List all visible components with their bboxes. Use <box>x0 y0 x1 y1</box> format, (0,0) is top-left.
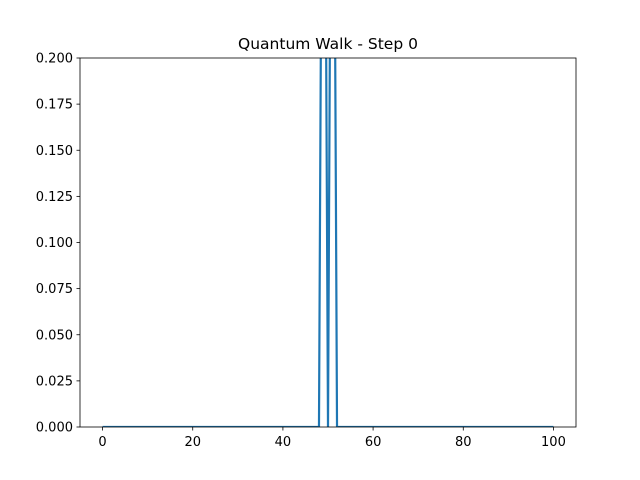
y-tick-label: 0.125 <box>36 190 73 205</box>
y-tick-label: 0.000 <box>36 421 73 436</box>
y-tick-label: 0.075 <box>36 282 73 297</box>
x-tick-label: 40 <box>275 435 292 450</box>
y-tick-label: 0.175 <box>36 98 73 113</box>
y-tick-label: 0.200 <box>36 52 73 67</box>
y-tick-label: 0.150 <box>36 144 73 159</box>
x-tick-label: 0 <box>98 435 106 450</box>
plot-frame <box>79 57 577 428</box>
y-tick-label: 0.025 <box>36 374 73 389</box>
x-tick-label: 100 <box>541 435 566 450</box>
y-tick-label: 0.100 <box>36 236 73 251</box>
data-line <box>102 58 554 427</box>
y-tick-label: 0.050 <box>36 328 73 343</box>
x-tick-label: 80 <box>455 435 472 450</box>
x-tick-label: 60 <box>365 435 382 450</box>
chart-title: Quantum Walk - Step 0 <box>238 35 418 53</box>
x-tick-label: 20 <box>184 435 201 450</box>
